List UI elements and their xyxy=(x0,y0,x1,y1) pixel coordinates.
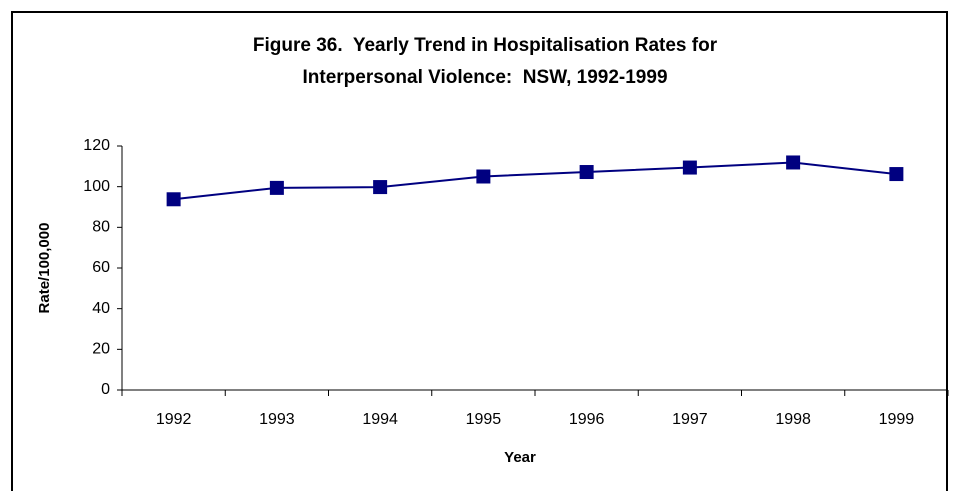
chart-border xyxy=(11,11,948,491)
x-tick-label: 1994 xyxy=(362,411,398,428)
x-tick-label: 1993 xyxy=(259,411,295,428)
marker xyxy=(373,180,388,195)
marker xyxy=(166,192,181,207)
x-tick-label: 1996 xyxy=(569,411,605,428)
y-tick-label: 40 xyxy=(92,300,110,317)
y-tick-label: 120 xyxy=(83,137,110,154)
y-axis-title: Rate/100,000 xyxy=(36,223,53,314)
marker xyxy=(476,169,491,184)
x-tick-label: 1997 xyxy=(672,411,708,428)
marker xyxy=(786,155,801,170)
x-tick-label: 1999 xyxy=(879,411,915,428)
x-tick-label: 1992 xyxy=(156,411,192,428)
x-tick-label: 1998 xyxy=(775,411,811,428)
y-tick-label: 0 xyxy=(101,381,110,398)
line xyxy=(173,161,897,201)
y-tick-label: 60 xyxy=(92,259,110,276)
x-axis-title: Year xyxy=(504,449,536,466)
marker xyxy=(269,180,284,195)
y-tick-label: 100 xyxy=(83,178,110,195)
y-tick-label: 20 xyxy=(92,341,110,358)
x-tick-label: 1995 xyxy=(466,411,502,428)
marker xyxy=(889,167,904,182)
marker xyxy=(682,160,697,175)
chart-title: Figure 36. Yearly Trend in Hospitalisati… xyxy=(253,35,718,56)
y-tick-label: 80 xyxy=(92,219,110,236)
marker xyxy=(579,165,594,180)
chart-title: Interpersonal Violence: NSW, 1992-1999 xyxy=(302,67,667,88)
